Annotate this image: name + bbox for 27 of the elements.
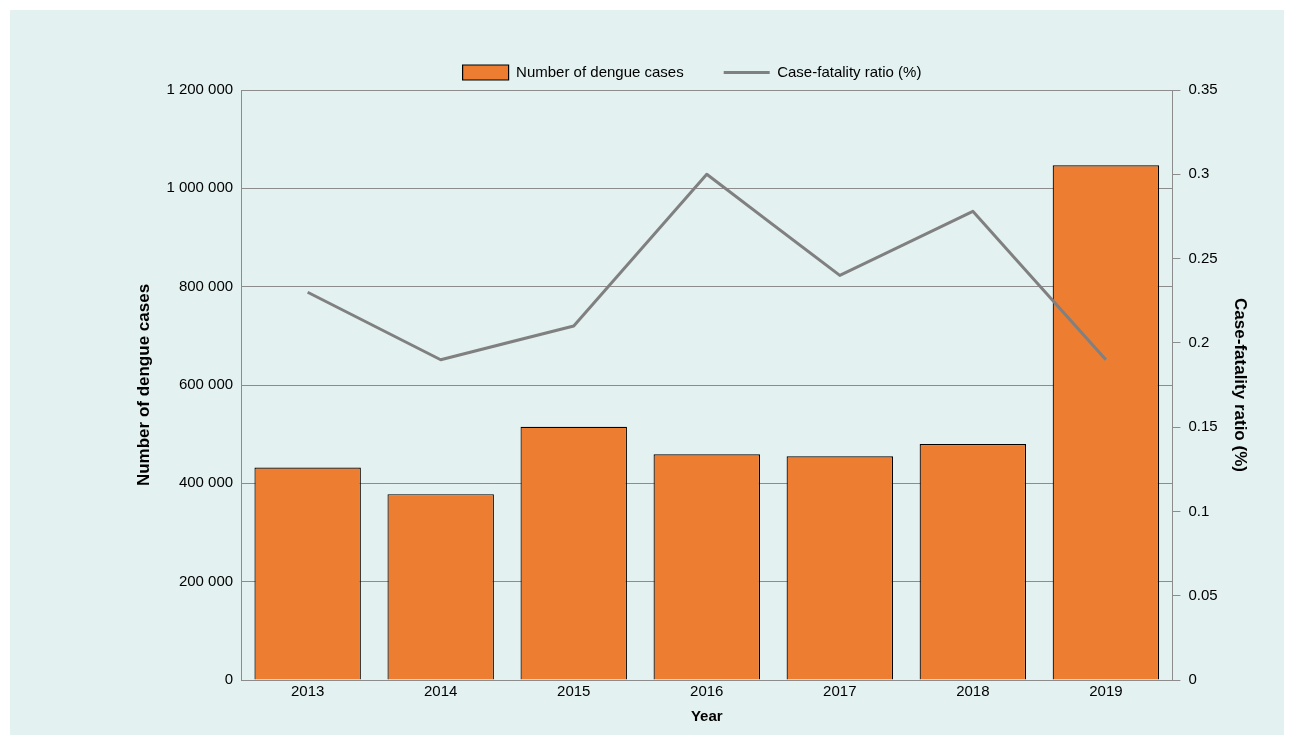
y2-tick-label: 0 [1188, 670, 1197, 688]
x-axis-title: Year [690, 707, 723, 725]
y2-axis-title: Case-fatality ratio (%) [1231, 298, 1251, 472]
y-tick-label: 1 200 000 [166, 80, 234, 98]
x-tick-label: 2019 [1089, 682, 1123, 700]
y2-tick-label: 0.15 [1188, 417, 1218, 435]
x-tick-label: 2013 [290, 682, 325, 700]
legend-label: Case-fatality ratio (%) [777, 62, 922, 80]
y2-tick-label: 0.05 [1188, 585, 1218, 603]
y2-tick-label: 0.3 [1188, 164, 1210, 182]
x-tick-label: 2015 [557, 682, 591, 700]
legend-label: Number of dengue cases [516, 62, 684, 80]
y-axis-title: Number of dengue cases [133, 283, 153, 487]
y2-tick-label: 0.1 [1188, 501, 1210, 519]
x-tick-label: 2014 [424, 682, 458, 700]
y2-tick-label: 0.35 [1188, 80, 1218, 98]
x-tick-label: 2018 [956, 682, 990, 700]
y-tick-label: 200 000 [178, 571, 234, 589]
y-tick-label: 800 000 [178, 276, 234, 294]
y-tick-label: 600 000 [178, 375, 234, 393]
y-tick-label: 0 [224, 670, 234, 688]
y-tick-label: 1 000 000 [166, 178, 234, 196]
x-tick-label: 2016 [690, 682, 724, 700]
y2-tick-label: 0.25 [1188, 248, 1218, 266]
x-tick-label: 2017 [823, 682, 857, 700]
y-tick-label: 400 000 [178, 473, 234, 491]
y2-tick-label: 0.2 [1188, 333, 1210, 350]
